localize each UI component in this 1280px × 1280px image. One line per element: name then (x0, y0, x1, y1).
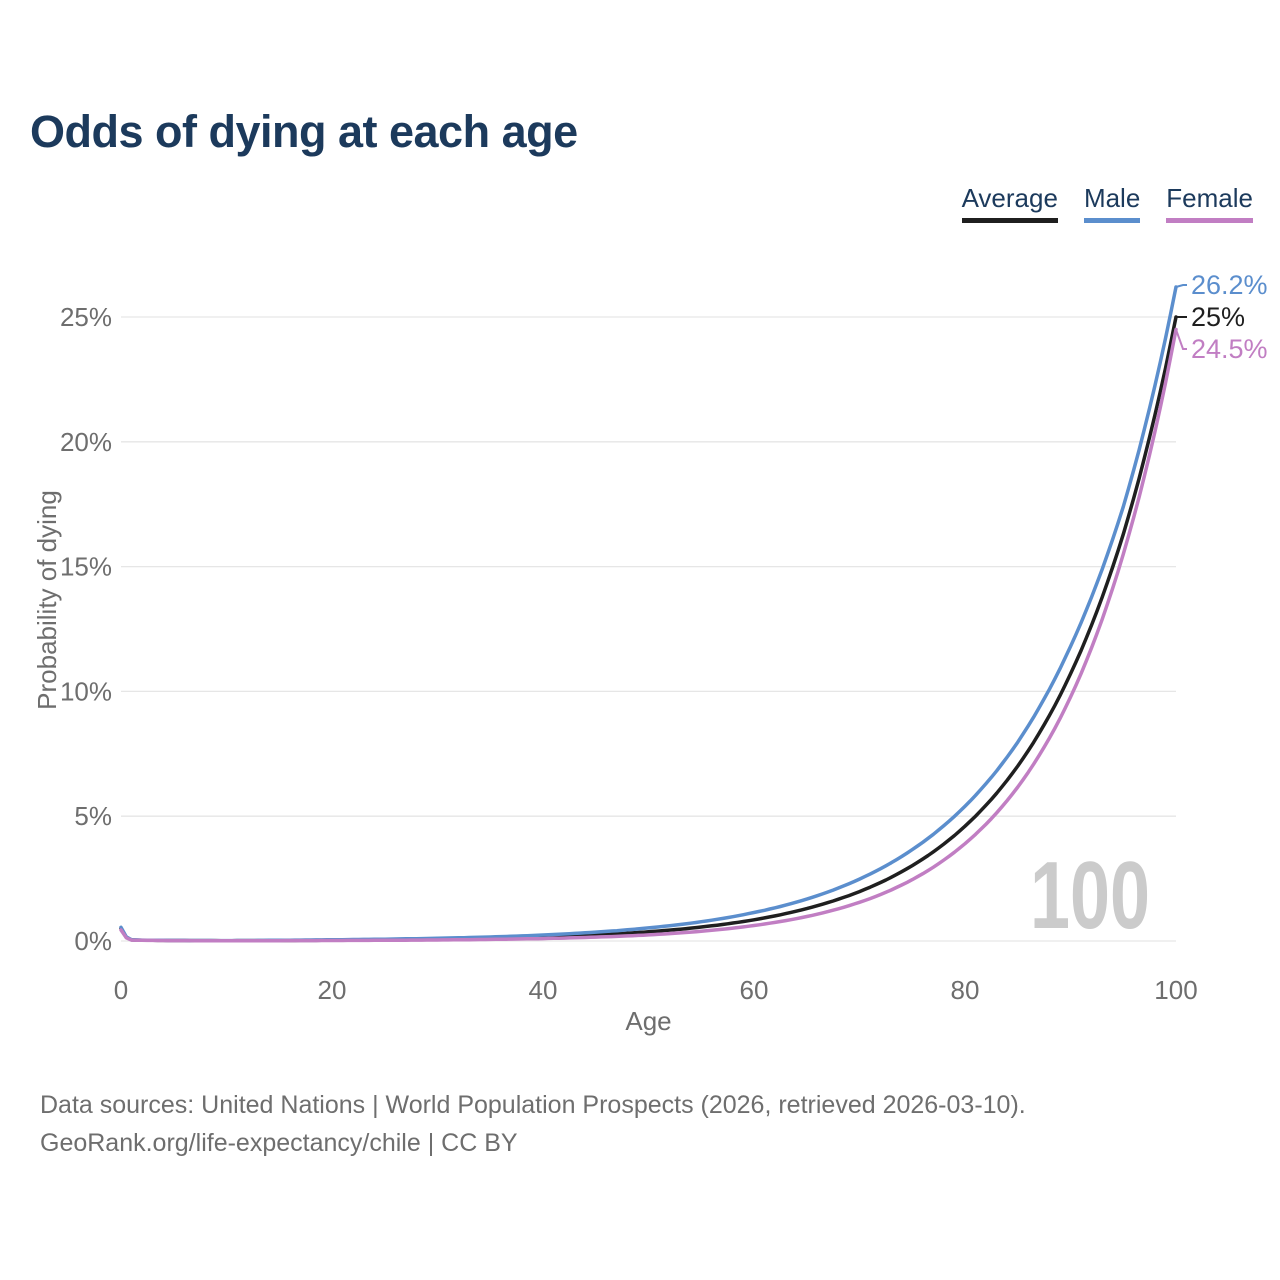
legend-item-average[interactable]: Average (961, 184, 1058, 223)
y-axis-title: Probability of dying (32, 490, 62, 710)
legend-item-male[interactable]: Male (1083, 184, 1141, 223)
source-line-2: GeoRank.org/life-expectancy/chile | CC B… (40, 1128, 518, 1157)
source-line-1: Data sources: United Nations | World Pop… (40, 1091, 1026, 1119)
line-male[interactable] (119, 285, 1178, 943)
x-tick-label-0: 0 (114, 975, 128, 1005)
y-tick-label-15: 15% (60, 552, 112, 582)
x-tick-label-100: 100 (1154, 975, 1197, 1005)
line-average[interactable] (119, 315, 1178, 943)
x-tick-label-40: 40 (529, 975, 558, 1005)
page-title: Odds of dying at each age (30, 106, 578, 157)
y-tick-label-10: 10% (60, 676, 112, 706)
x-tick-label-60: 60 (740, 975, 769, 1005)
y-tick-label-25: 25% (60, 302, 112, 332)
y-tick-label-20: 20% (60, 427, 112, 457)
x-tick-label-20: 20 (318, 975, 347, 1005)
end-label-male: 26.2% (1191, 270, 1268, 300)
end-label-average: 25% (1191, 302, 1245, 332)
y-tick-label-0: 0% (74, 926, 112, 956)
x-tick-label-80: 80 (951, 975, 980, 1005)
end-label-connector-female (1175, 329, 1187, 350)
legend: Average Male Female (961, 184, 1253, 223)
end-label-female: 24.5% (1191, 334, 1268, 364)
watermark-age-100: 100 (1030, 842, 1150, 949)
legend-item-female[interactable]: Female (1166, 184, 1253, 223)
line-female[interactable] (119, 327, 1178, 943)
source-note: Data sources: United Nations | World Pop… (40, 1087, 1220, 1162)
y-tick-label-5: 5% (74, 801, 112, 831)
x-axis-title: Age (625, 1006, 671, 1036)
end-label-connector-male (1175, 284, 1187, 288)
